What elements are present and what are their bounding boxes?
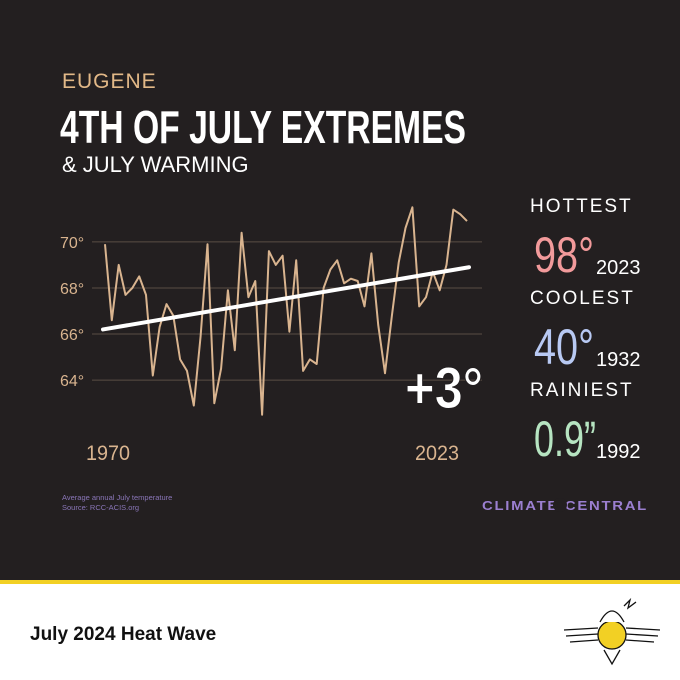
stat-year: 2023 <box>596 257 641 279</box>
stat-value: 40° <box>534 319 594 375</box>
temperature-line <box>104 206 468 416</box>
subtitle: & JULY WARMING <box>62 152 249 177</box>
source: Source: RCC-ACIS.org <box>62 503 139 512</box>
trend-label: +3° <box>405 356 483 421</box>
y-tick-label: 66° <box>60 327 84 344</box>
stat-value: 0.9” <box>534 411 596 467</box>
y-tick-label: 64° <box>60 373 84 390</box>
brand-logo <box>553 498 567 512</box>
stat-label: RAINIEST <box>530 380 634 401</box>
y-tick-label: 68° <box>60 281 84 298</box>
stat-year: 1932 <box>596 349 641 371</box>
footer-title: July 2024 Heat Wave <box>30 624 216 645</box>
stat-value: 98° <box>534 227 594 283</box>
x-tick-label: 2023 <box>415 442 459 465</box>
trend-line <box>101 265 471 332</box>
plot: 64° 66° 68° 70° 1970 2023 +3° <box>60 206 484 465</box>
title: 4TH OF JULY EXTREMES <box>60 101 466 153</box>
footer-logo <box>563 597 661 666</box>
x-tick-label: 1970 <box>86 442 130 465</box>
note: Average annual July temperature <box>62 493 172 502</box>
stat-label: HOTTEST <box>530 196 633 217</box>
y-tick-label: 70° <box>60 235 84 252</box>
stat-label: COOLEST <box>530 288 635 309</box>
divider <box>0 580 680 584</box>
stat-year: 1992 <box>596 441 641 463</box>
place: EUGENE <box>62 70 157 93</box>
